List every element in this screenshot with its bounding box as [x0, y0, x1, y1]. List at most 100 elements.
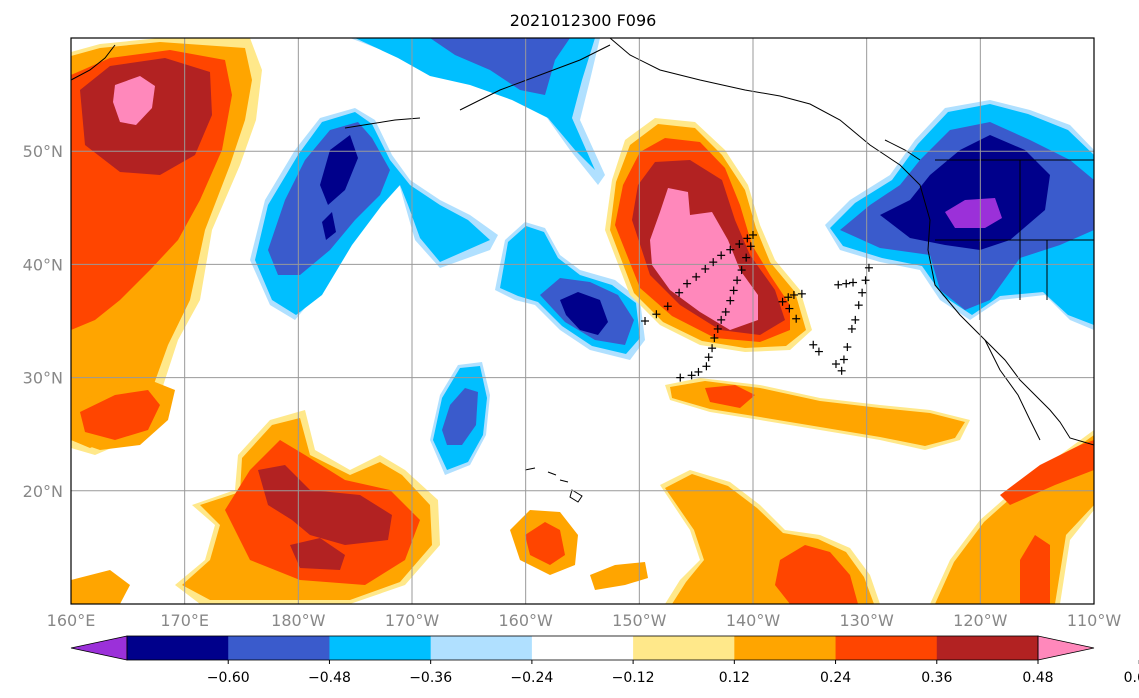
- colorbar-tick-label: 0.12: [719, 670, 750, 686]
- track-marker: [854, 301, 863, 310]
- track-marker: [797, 289, 806, 298]
- lon-tick-label: 180°W: [271, 611, 326, 630]
- track-marker: [710, 333, 719, 342]
- track-marker: [737, 266, 746, 275]
- lon-tick-label: 140°W: [726, 611, 781, 630]
- coastline-aleutians: [344, 117, 421, 129]
- colorbar-swatch: [936, 636, 1039, 660]
- track-marker: [713, 324, 722, 333]
- colorbar-tick-label: −0.12: [612, 670, 655, 686]
- lon-tick-label: 170°E: [160, 611, 209, 630]
- track-marker: [847, 324, 856, 333]
- coastlines: [71, 38, 1094, 503]
- track-marker: [701, 264, 710, 273]
- track-marker: [708, 344, 717, 353]
- contour-positive-small: [590, 562, 648, 590]
- colorbar-swatch: [329, 636, 432, 660]
- track-marker: [849, 278, 858, 287]
- contour-negative-westus: [880, 135, 1050, 250]
- colorbar-frame: [126, 635, 1039, 661]
- track-marker: [784, 293, 793, 302]
- colorbar-swatch: [633, 636, 735, 660]
- contour-positive-nepac: [650, 188, 758, 330]
- track-marker: [709, 258, 718, 267]
- track-marker: [831, 360, 840, 369]
- map-panel: [70, 37, 1095, 605]
- track-marker: [683, 279, 692, 288]
- contour-positive-small: [525, 522, 565, 565]
- track-marker: [652, 310, 661, 319]
- contour-negative-westus: [945, 198, 1002, 228]
- track-marker: [733, 276, 742, 285]
- colorbar-swatch: [228, 636, 330, 660]
- contour-negative-north: [430, 38, 570, 95]
- contour-negative-mid: [560, 292, 608, 335]
- track-marker: [842, 279, 851, 288]
- lat-tick-label: 40°N: [23, 255, 63, 274]
- lon-tick-label: 120°W: [953, 611, 1008, 630]
- colorbar-swatch: [531, 636, 634, 660]
- lat-tick-label: 50°N: [23, 142, 63, 161]
- track-marker: [641, 317, 650, 325]
- track-marker: [729, 286, 738, 295]
- colorbar-tick-label: −0.48: [308, 670, 351, 686]
- track-marker: [814, 347, 823, 356]
- coastline-north-america: [609, 38, 1094, 446]
- figure-title: 2021012300 F096: [510, 11, 657, 30]
- lon-tick-label: 170°W: [385, 611, 440, 630]
- track-marker: [663, 302, 672, 311]
- track-marker: [864, 263, 873, 272]
- track-marker: [778, 297, 787, 306]
- contour-positive-west-lower: [80, 390, 160, 440]
- contour-positive-southeast: [775, 545, 858, 604]
- colorbar-swatch: [127, 636, 229, 660]
- track-marker: [676, 373, 685, 382]
- track-marker: [735, 240, 744, 249]
- track-markers: [641, 230, 873, 382]
- colorbar-swatch: [734, 636, 837, 660]
- contour-negative-hawaii: [442, 388, 478, 445]
- colorbar: −0.60 −0.48 −0.36 −0.24 −0.12 0.12 0.24 0.36 0.4…: [70, 635, 1139, 686]
- lon-tick-label: 160°W: [498, 611, 553, 630]
- coastline-vancouver: [884, 139, 921, 161]
- contour-positive-subtropic: [290, 538, 345, 570]
- contour-positive-mexico: [1020, 535, 1050, 604]
- track-marker: [675, 288, 684, 297]
- colorbar-tick-label: 0.24: [820, 670, 851, 686]
- lat-tick-label: 30°N: [23, 369, 63, 388]
- contour-positive-west: [80, 58, 212, 175]
- lon-tick-label: 110°W: [1067, 611, 1122, 630]
- track-marker: [834, 280, 843, 289]
- track-marker: [721, 307, 730, 316]
- colorbar-swatch: [430, 636, 533, 660]
- track-marker: [792, 314, 801, 323]
- track-marker: [687, 371, 696, 380]
- colorbar-tick-label: 0.48: [1022, 670, 1053, 686]
- colorbar-tick-label: −0.36: [409, 670, 452, 686]
- contour-positive-subtropic: [258, 465, 392, 545]
- contour-negative-central: [320, 135, 358, 205]
- track-marker: [746, 242, 755, 251]
- track-marker: [861, 276, 870, 285]
- contour-positive-mexico: [1000, 440, 1094, 505]
- colorbar-tick-label: −0.24: [510, 670, 553, 686]
- track-marker: [694, 367, 703, 376]
- colorbar-swatch: [835, 636, 938, 660]
- track-marker: [717, 251, 726, 260]
- colorbar-extend-high: [1037, 635, 1095, 661]
- colorbar-extend-low: [70, 635, 128, 661]
- lon-tick-labels: 160°E 170°E 180°W 170°W 160°W 150°W 140°W 130°W…: [47, 611, 1122, 630]
- coastline-hawaii: [524, 467, 583, 503]
- lat-tick-label: 20°N: [23, 482, 63, 501]
- contour-positive-west: [113, 76, 155, 125]
- contour-positive-small: [71, 570, 130, 604]
- track-marker: [692, 272, 701, 281]
- colorbar-tick-label: 0.60: [1124, 670, 1139, 686]
- lon-tick-label: 130°W: [839, 611, 894, 630]
- track-marker: [851, 315, 860, 324]
- colorbar-tick-label: 0.36: [921, 670, 952, 686]
- map-frame: [70, 37, 1095, 605]
- contour-positive-band: [705, 385, 755, 408]
